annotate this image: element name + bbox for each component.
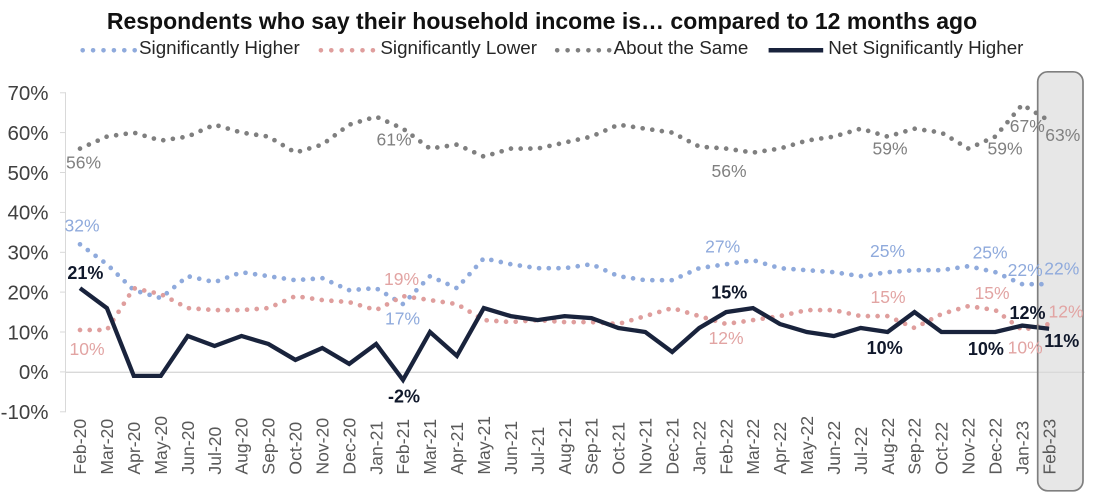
- svg-text:Jan-23: Jan-23: [1012, 421, 1032, 475]
- svg-text:12%: 12%: [1048, 302, 1083, 322]
- svg-text:About the Same: About the Same: [614, 37, 749, 58]
- svg-text:May-21: May-21: [474, 416, 494, 475]
- svg-text:Respondents who say their hous: Respondents who say their household inco…: [107, 8, 977, 34]
- svg-text:Apr-22: Apr-22: [770, 422, 790, 475]
- svg-text:Apr-21: Apr-21: [447, 422, 467, 475]
- svg-text:Aug-20: Aug-20: [232, 418, 252, 475]
- svg-text:Dec-20: Dec-20: [339, 418, 359, 475]
- svg-text:-10%: -10%: [1, 401, 49, 424]
- svg-text:Jul-20: Jul-20: [205, 426, 225, 474]
- svg-text:19%: 19%: [384, 269, 419, 289]
- svg-text:11%: 11%: [1044, 331, 1079, 351]
- svg-text:Jul-22: Jul-22: [851, 427, 871, 475]
- svg-text:Significantly Higher: Significantly Higher: [139, 37, 300, 58]
- svg-text:Dec-22: Dec-22: [986, 418, 1006, 475]
- svg-text:Oct-22: Oct-22: [932, 422, 952, 475]
- svg-text:Nov-22: Nov-22: [959, 418, 979, 475]
- svg-text:10%: 10%: [1008, 337, 1043, 357]
- svg-text:22%: 22%: [1008, 260, 1043, 280]
- svg-text:21%: 21%: [67, 263, 103, 283]
- svg-text:22%: 22%: [1044, 259, 1079, 279]
- svg-text:30%: 30%: [7, 242, 48, 265]
- svg-text:May-20: May-20: [151, 416, 171, 475]
- svg-text:70%: 70%: [7, 82, 48, 105]
- svg-text:May-22: May-22: [797, 416, 817, 475]
- svg-text:Jun-20: Jun-20: [178, 421, 198, 475]
- svg-text:Sep-21: Sep-21: [582, 418, 602, 475]
- svg-text:Nov-21: Nov-21: [636, 418, 656, 475]
- svg-text:Significantly Lower: Significantly Lower: [380, 37, 537, 58]
- svg-text:63%: 63%: [1045, 125, 1080, 145]
- svg-text:Dec-21: Dec-21: [662, 418, 682, 475]
- svg-text:17%: 17%: [385, 308, 420, 328]
- svg-text:50%: 50%: [7, 162, 48, 185]
- svg-text:Nov-20: Nov-20: [313, 418, 333, 475]
- svg-text:0%: 0%: [19, 361, 49, 384]
- svg-text:25%: 25%: [973, 243, 1008, 263]
- svg-text:Aug-21: Aug-21: [555, 418, 575, 475]
- svg-text:12%: 12%: [708, 328, 743, 348]
- svg-text:27%: 27%: [705, 237, 740, 257]
- svg-text:Sep-20: Sep-20: [259, 418, 279, 475]
- svg-text:Jun-22: Jun-22: [824, 421, 844, 475]
- svg-text:61%: 61%: [376, 130, 411, 150]
- svg-text:Oct-21: Oct-21: [609, 422, 629, 475]
- svg-text:Jan-22: Jan-22: [689, 421, 709, 475]
- svg-text:20%: 20%: [7, 281, 48, 304]
- svg-text:Mar-22: Mar-22: [743, 419, 763, 475]
- svg-text:-2%: -2%: [388, 386, 420, 406]
- svg-text:Sep-22: Sep-22: [905, 418, 925, 475]
- svg-text:Mar-20: Mar-20: [97, 419, 117, 475]
- svg-text:40%: 40%: [7, 202, 48, 225]
- svg-text:15%: 15%: [975, 283, 1010, 303]
- svg-text:Mar-21: Mar-21: [420, 419, 440, 475]
- svg-text:59%: 59%: [872, 139, 907, 159]
- svg-text:15%: 15%: [711, 283, 747, 303]
- svg-text:56%: 56%: [711, 161, 746, 181]
- svg-text:Aug-22: Aug-22: [878, 418, 898, 475]
- svg-text:60%: 60%: [7, 122, 48, 145]
- svg-text:Feb-22: Feb-22: [716, 419, 736, 475]
- svg-text:56%: 56%: [66, 152, 101, 172]
- svg-text:10%: 10%: [968, 339, 1004, 359]
- svg-text:10%: 10%: [7, 321, 48, 344]
- svg-text:Net Significantly Higher: Net Significantly Higher: [828, 37, 1023, 58]
- svg-text:Feb-21: Feb-21: [393, 419, 413, 475]
- svg-text:Jun-21: Jun-21: [501, 421, 521, 475]
- svg-text:67%: 67%: [1010, 116, 1045, 136]
- svg-text:Feb-20: Feb-20: [70, 419, 90, 475]
- svg-text:59%: 59%: [987, 139, 1022, 159]
- svg-text:12%: 12%: [1009, 303, 1045, 323]
- svg-text:32%: 32%: [64, 215, 99, 235]
- svg-text:Jul-21: Jul-21: [528, 427, 548, 475]
- svg-text:10%: 10%: [69, 339, 104, 359]
- svg-text:Apr-20: Apr-20: [124, 422, 144, 475]
- svg-text:Oct-20: Oct-20: [286, 422, 306, 475]
- svg-text:10%: 10%: [867, 338, 903, 358]
- svg-text:15%: 15%: [870, 287, 905, 307]
- svg-text:Jan-21: Jan-21: [366, 421, 386, 475]
- svg-text:Feb-23: Feb-23: [1039, 419, 1059, 475]
- svg-text:25%: 25%: [870, 241, 905, 261]
